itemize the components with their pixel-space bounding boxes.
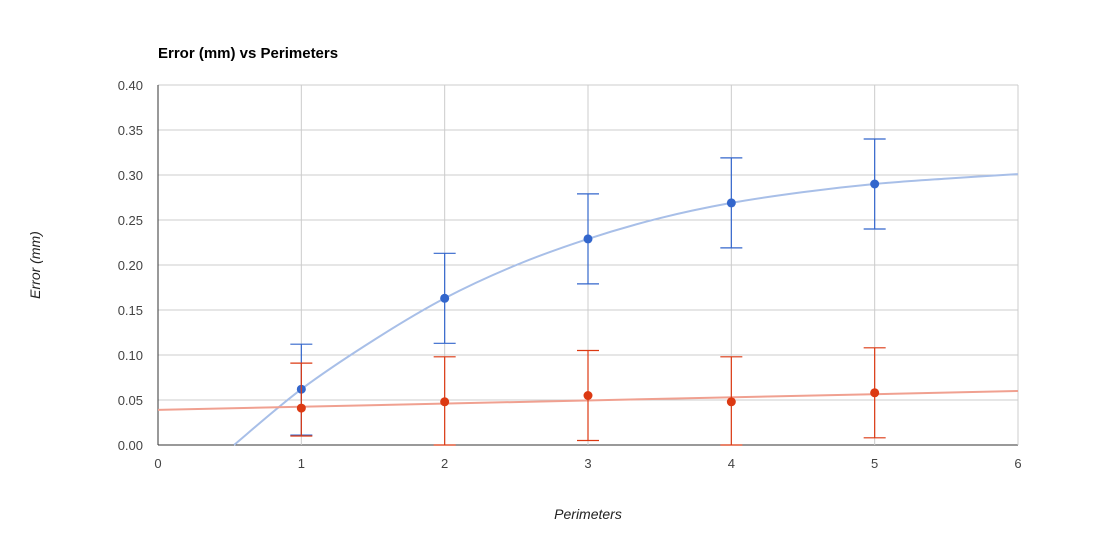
data-point bbox=[870, 179, 880, 189]
data-point bbox=[726, 397, 736, 407]
data-point bbox=[440, 397, 450, 407]
y-tick-label: 0.25 bbox=[118, 213, 143, 228]
data-point bbox=[583, 234, 593, 244]
tick-labels: 0.00 0.05 0.10 0.15 0.20 0.25 0.30 0.35 0.40 0 1 2 3… bbox=[118, 78, 1022, 471]
data-series bbox=[290, 138, 886, 446]
y-tick-label: 0.35 bbox=[118, 123, 143, 138]
x-tick-label: 1 bbox=[298, 456, 305, 471]
y-tick-label: 0.10 bbox=[118, 348, 143, 363]
y-tick-label: 0.05 bbox=[118, 393, 143, 408]
y-tick-label: 0.40 bbox=[118, 78, 143, 93]
y-tick-label: 0.20 bbox=[118, 258, 143, 273]
chart-title: Error (mm) vs Perimeters bbox=[158, 45, 338, 62]
data-point bbox=[870, 388, 880, 398]
data-point bbox=[583, 391, 593, 400]
x-tick-label: 5 bbox=[871, 456, 878, 471]
data-point bbox=[440, 293, 450, 303]
x-tick-label: 6 bbox=[1014, 456, 1021, 471]
y-axis-label: Error (mm) bbox=[27, 231, 43, 299]
data-point bbox=[296, 403, 306, 413]
y-tick-label: 0.30 bbox=[118, 168, 143, 183]
y-tick-label: 0.00 bbox=[118, 438, 143, 453]
data-point bbox=[726, 198, 736, 208]
x-axis-label: Perimeters bbox=[554, 506, 622, 522]
x-tick-label: 2 bbox=[441, 456, 448, 471]
x-tick-label: 0 bbox=[154, 456, 161, 471]
x-tick-label: 3 bbox=[584, 456, 591, 471]
y-tick-label: 0.15 bbox=[118, 303, 143, 318]
x-tick-label: 4 bbox=[728, 456, 735, 471]
